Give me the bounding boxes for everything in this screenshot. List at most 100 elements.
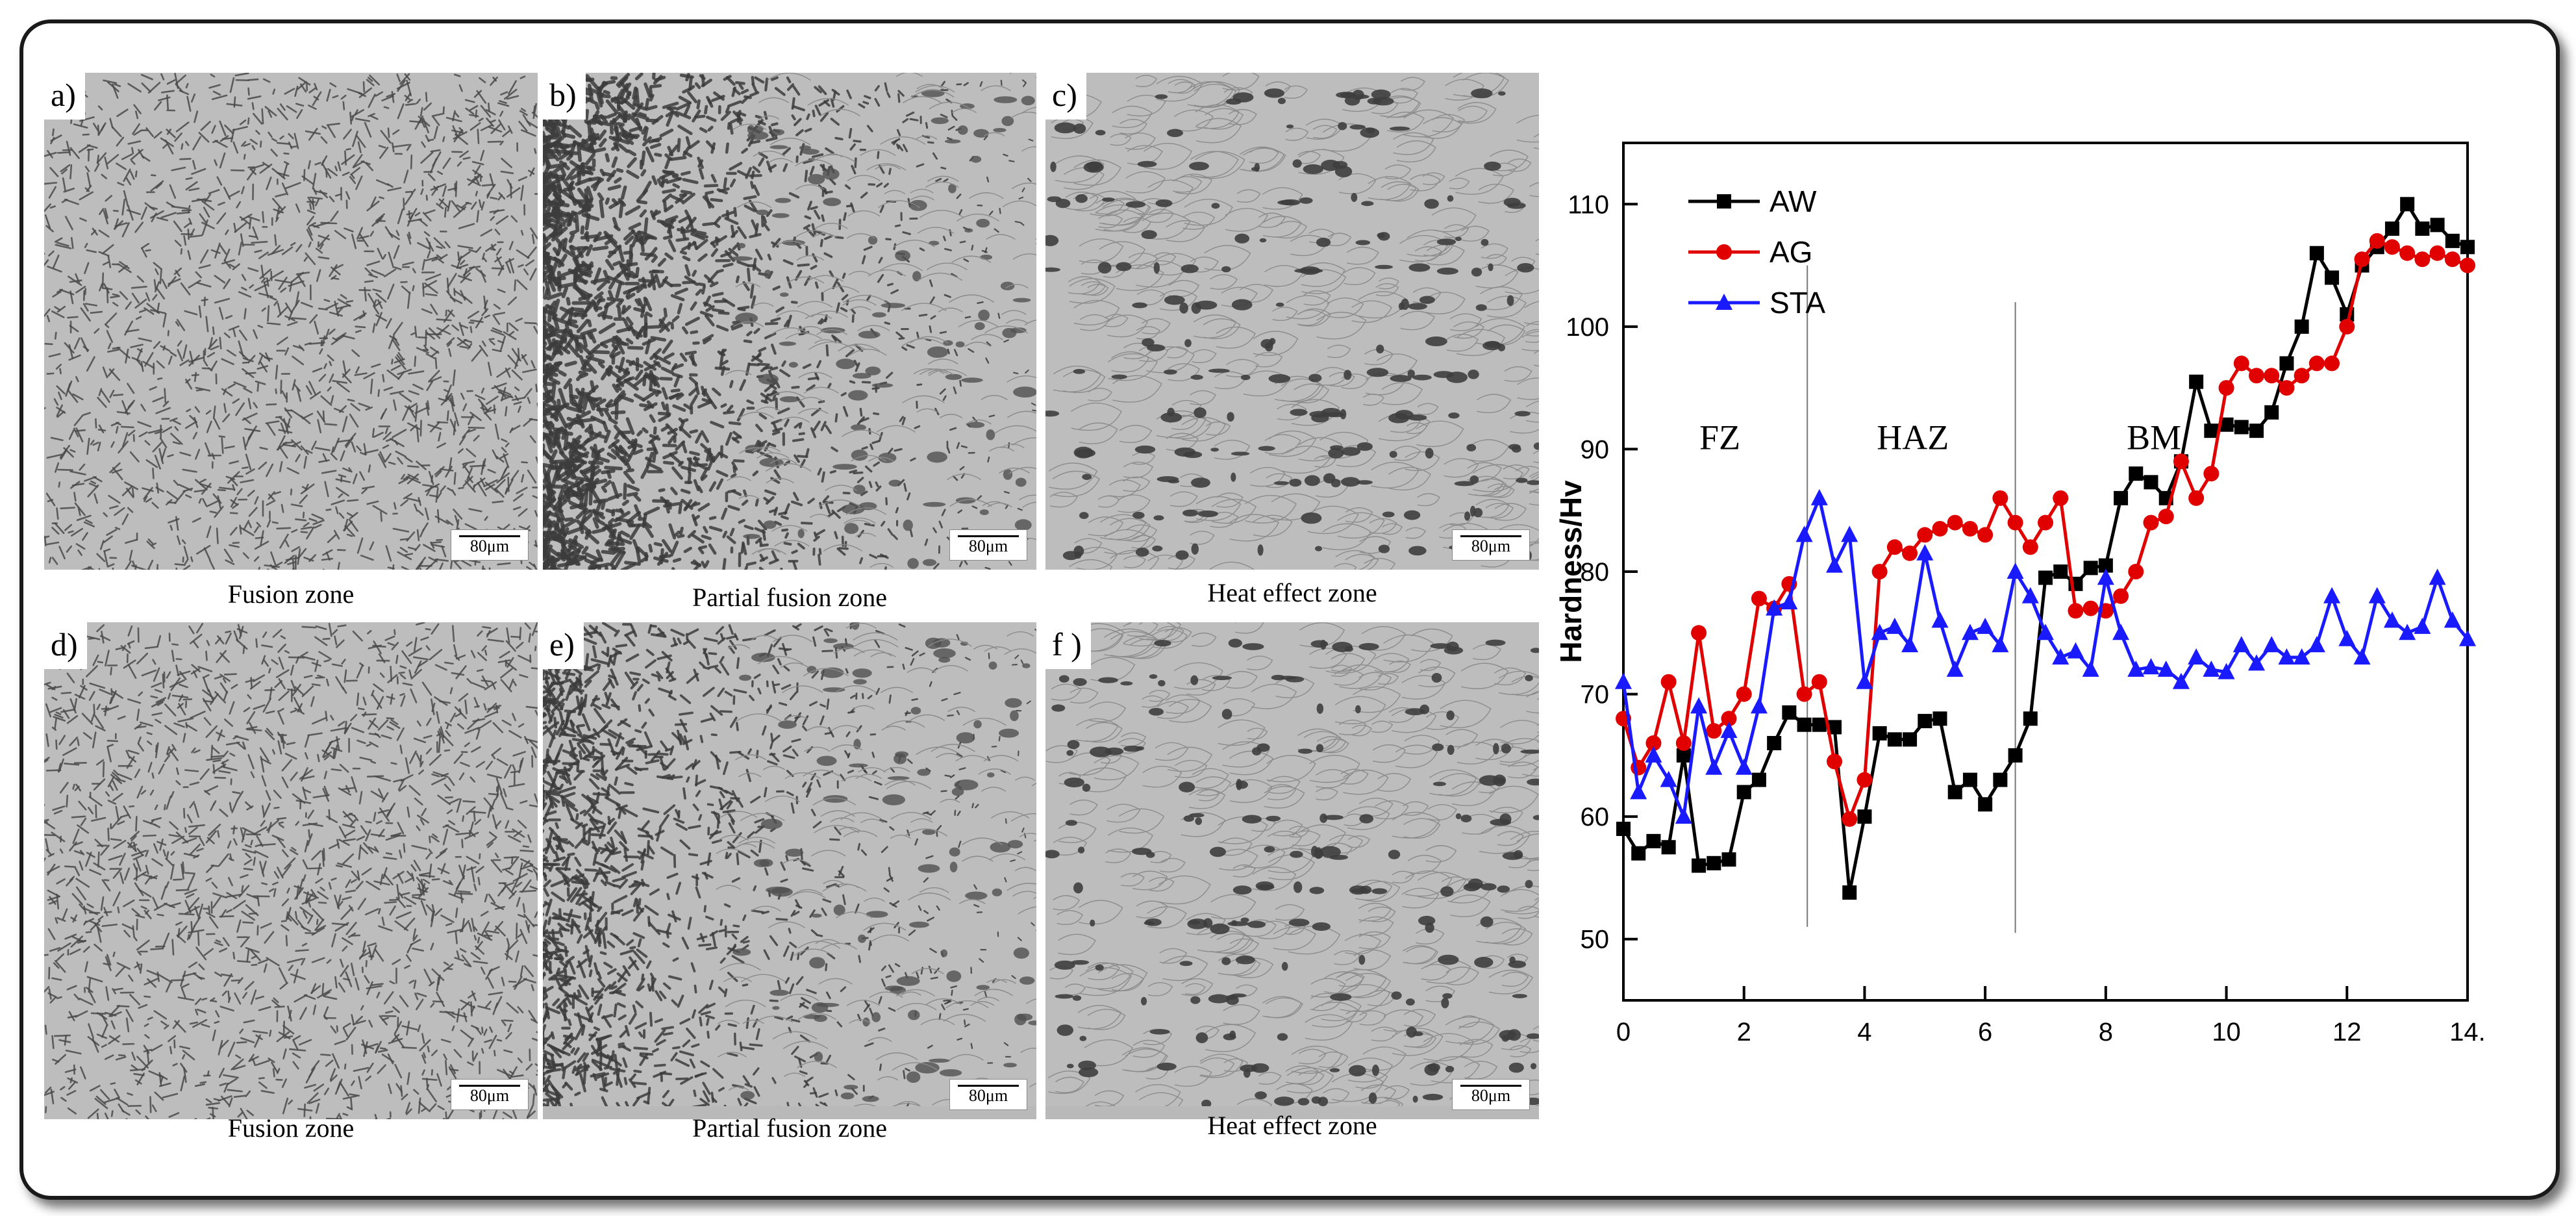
data-point — [1645, 735, 1662, 751]
data-point — [1690, 697, 1708, 714]
data-point — [2293, 648, 2310, 665]
data-point — [1993, 772, 2008, 787]
micrograph-texture — [543, 73, 1036, 570]
x-tick-label: 14. — [2449, 1018, 2486, 1046]
x-tick-label: 6 — [1978, 1018, 1992, 1046]
data-point — [1646, 833, 1661, 848]
data-point — [1616, 822, 1631, 836]
data-point — [2219, 417, 2234, 432]
data-point — [1782, 705, 1797, 720]
data-point — [2172, 672, 2190, 689]
micrograph-texture — [44, 73, 538, 570]
data-point — [1781, 593, 1798, 610]
data-point — [2308, 355, 2325, 372]
data-point — [2308, 636, 2325, 653]
data-point — [2068, 603, 2084, 619]
data-point — [1903, 732, 1918, 747]
panel-caption-e: Partial fusion zone — [692, 1113, 887, 1143]
data-point — [1692, 858, 1707, 873]
micrograph-panel-e: e) 80μm — [543, 622, 1036, 1119]
data-point — [2037, 624, 2054, 640]
data-point — [2399, 245, 2416, 261]
data-point — [2249, 424, 2264, 438]
data-point — [2157, 660, 2175, 677]
data-point — [2338, 629, 2356, 646]
micrograph-panel-c: c) 80μm — [1045, 73, 1539, 570]
y-tick-label: 70 — [1581, 681, 1610, 709]
y-tick-label: 80 — [1581, 558, 1610, 587]
data-point — [1902, 545, 1918, 561]
data-point — [1827, 720, 1842, 735]
data-point — [1691, 625, 1707, 641]
data-point — [2248, 654, 2265, 671]
data-point — [2445, 233, 2460, 248]
data-point — [2203, 466, 2220, 482]
data-point — [2038, 514, 2053, 531]
data-point — [2023, 711, 2038, 726]
data-point — [2188, 490, 2205, 506]
hardness-chart: 50 60 70 80 90 100 110 0 2 4 6 8 10 12 14. Hardness/Hv F… — [1554, 142, 2486, 1046]
data-point — [2414, 251, 2431, 268]
data-point — [2189, 374, 2204, 389]
data-point — [2415, 222, 2430, 236]
scale-bar: 80μm — [451, 529, 529, 561]
panel-caption-a: Fusion zone — [227, 579, 355, 609]
data-point — [2143, 514, 2159, 531]
y-tick-label: 60 — [1581, 803, 1610, 831]
data-point — [2083, 561, 2098, 576]
data-point — [1751, 590, 1767, 607]
data-point — [2098, 558, 2113, 573]
data-point — [2339, 318, 2355, 335]
data-point — [1707, 855, 1721, 870]
data-point — [1978, 797, 1993, 812]
data-point — [2384, 239, 2400, 255]
series-ag — [1616, 233, 2475, 827]
data-point — [2323, 587, 2341, 603]
panel-caption-f: Heat effect zone — [1207, 1111, 1377, 1140]
data-point — [2324, 355, 2340, 372]
data-point — [1992, 490, 2008, 506]
data-point — [2129, 466, 2144, 481]
data-point — [1947, 514, 1963, 531]
data-point — [1917, 527, 1933, 543]
data-point — [1736, 686, 1752, 702]
x-tick-label: 12 — [2332, 1018, 2362, 1046]
data-point — [1661, 840, 1676, 855]
data-point — [2114, 490, 2129, 505]
data-point — [1720, 722, 1738, 739]
data-point — [1842, 885, 1857, 900]
data-point — [1977, 617, 1994, 634]
data-point — [1676, 748, 1691, 763]
data-point — [2188, 648, 2205, 665]
data-point — [2309, 246, 2324, 260]
data-point — [1857, 809, 1872, 824]
panel-caption-d: Fusion zone — [227, 1113, 355, 1143]
panel-label: f ) — [1045, 622, 1091, 669]
data-point — [2218, 663, 2235, 679]
data-point — [2203, 660, 2220, 677]
data-point — [2218, 380, 2234, 396]
data-point — [2038, 570, 2053, 585]
data-point — [1871, 564, 1888, 579]
data-point — [2264, 368, 2280, 384]
data-point — [2444, 251, 2460, 268]
data-point — [2053, 490, 2069, 506]
data-point — [2430, 218, 2445, 233]
data-point — [2353, 648, 2371, 665]
legend-marker — [1717, 194, 1731, 209]
data-point — [2383, 611, 2401, 628]
data-point — [1795, 526, 1813, 542]
data-point — [1826, 556, 1843, 573]
y-tick-label: 90 — [1581, 435, 1610, 464]
data-point — [2460, 257, 2475, 273]
data-point — [2082, 600, 2099, 616]
data-point — [2264, 405, 2279, 420]
panel-label: a) — [44, 73, 85, 120]
scale-bar: 80μm — [949, 1079, 1027, 1110]
legend: AW AG STA — [1688, 184, 1825, 320]
data-point — [2008, 748, 2023, 763]
data-point — [1660, 770, 1677, 787]
data-point — [1721, 711, 1737, 727]
data-point — [1946, 660, 1964, 677]
data-point — [2113, 588, 2129, 604]
